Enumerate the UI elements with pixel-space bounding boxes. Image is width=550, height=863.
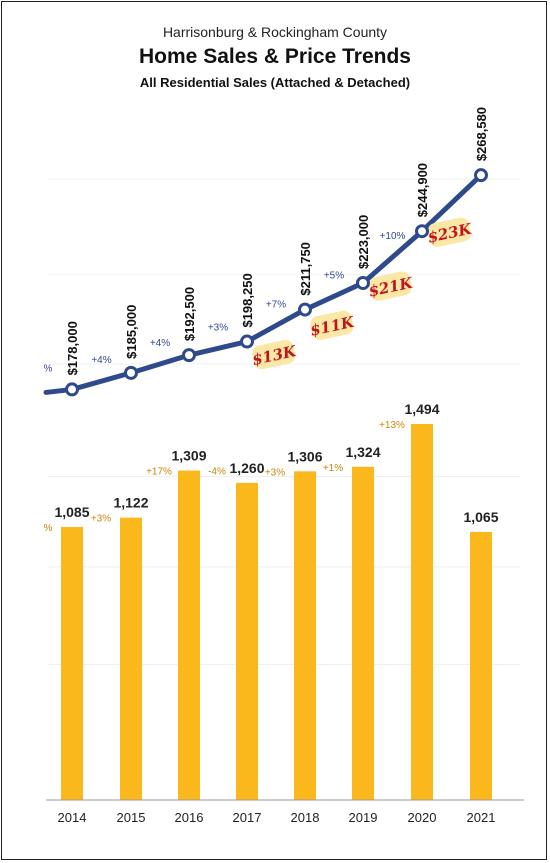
price-pct-label: +7% <box>266 300 286 311</box>
price-point-2020 <box>415 224 429 239</box>
bar-2020 <box>411 424 433 800</box>
price-point-2018 <box>298 302 312 317</box>
bar-2016 <box>178 470 200 800</box>
bar-2018 <box>294 471 316 800</box>
price-value-label: $223,000 <box>356 215 371 269</box>
price-pct-label: +10% <box>380 231 406 242</box>
bar-pct-label: +13% <box>379 420 405 431</box>
price-point-2019 <box>356 275 370 290</box>
bar-pct-label: +3% <box>91 514 111 525</box>
bar-value-label: 1,122 <box>113 495 148 511</box>
bar-value-label: 1,260 <box>229 460 264 476</box>
annotation-sticker <box>427 217 471 247</box>
price-pct-label: +3% <box>208 322 228 333</box>
bar-value-label: 1,085 <box>54 504 89 520</box>
x-tick-label: 2021 <box>467 810 496 825</box>
bar-value-label: 1,306 <box>287 448 322 464</box>
bar-value-label: 1,065 <box>463 509 498 525</box>
price-point-2021 <box>474 168 488 183</box>
bar-2017 <box>236 482 258 800</box>
price-point-2015 <box>124 365 138 380</box>
price-value-label: $211,750 <box>298 242 313 296</box>
bar-pct-label: +1% <box>323 463 343 474</box>
annotation-sticker <box>252 339 296 370</box>
bar-pct-label: -4% <box>208 467 226 478</box>
price-value-label: $244,900 <box>415 163 430 217</box>
x-tick-label: 2015 <box>117 810 146 825</box>
annotation-sticker <box>310 310 354 340</box>
x-tick-label: 2017 <box>233 810 262 825</box>
price-value-label: $198,250 <box>240 273 255 327</box>
bar-pct-label: % <box>44 523 53 534</box>
bar-2021 <box>470 531 492 800</box>
bar-value-label: 1,324 <box>345 444 380 460</box>
chart-region: Harrisonburg & Rockingham County <box>162 24 388 40</box>
price-value-label: $192,500 <box>182 287 197 341</box>
price-value-label: $178,000 <box>65 321 80 375</box>
annotation-sticker <box>368 271 412 301</box>
bar-value-label: 1,494 <box>404 401 439 417</box>
bar-2014 <box>61 526 83 800</box>
bar-pct-label: +3% <box>265 467 285 478</box>
price-point-2017 <box>240 334 254 349</box>
price-value-label: $268,580 <box>474 107 489 161</box>
price-pct-label: +4% <box>150 338 170 349</box>
chart-subtitle: All Residential Sales (Attached & Detach… <box>139 75 411 90</box>
chart-title: Home Sales & Price Trends <box>139 45 411 68</box>
price-pct-label: +4% <box>91 355 111 366</box>
x-tick-label: 2020 <box>408 810 437 825</box>
x-tick-label: 2019 <box>349 810 378 825</box>
price-value-label: $185,000 <box>124 305 139 359</box>
bar-pct-label: +17% <box>146 467 172 478</box>
bar-2015 <box>120 517 142 800</box>
bar-2019 <box>352 466 374 800</box>
price-pct-label: +5% <box>324 270 344 281</box>
price-point-2016 <box>182 348 196 363</box>
x-tick-label: 2016 <box>175 810 204 825</box>
x-tick-label: 2014 <box>58 810 87 825</box>
price-pct-label: % <box>44 363 53 374</box>
x-tick-label: 2018 <box>291 810 320 825</box>
price-point-2014 <box>65 382 79 397</box>
bar-value-label: 1,309 <box>171 448 206 464</box>
